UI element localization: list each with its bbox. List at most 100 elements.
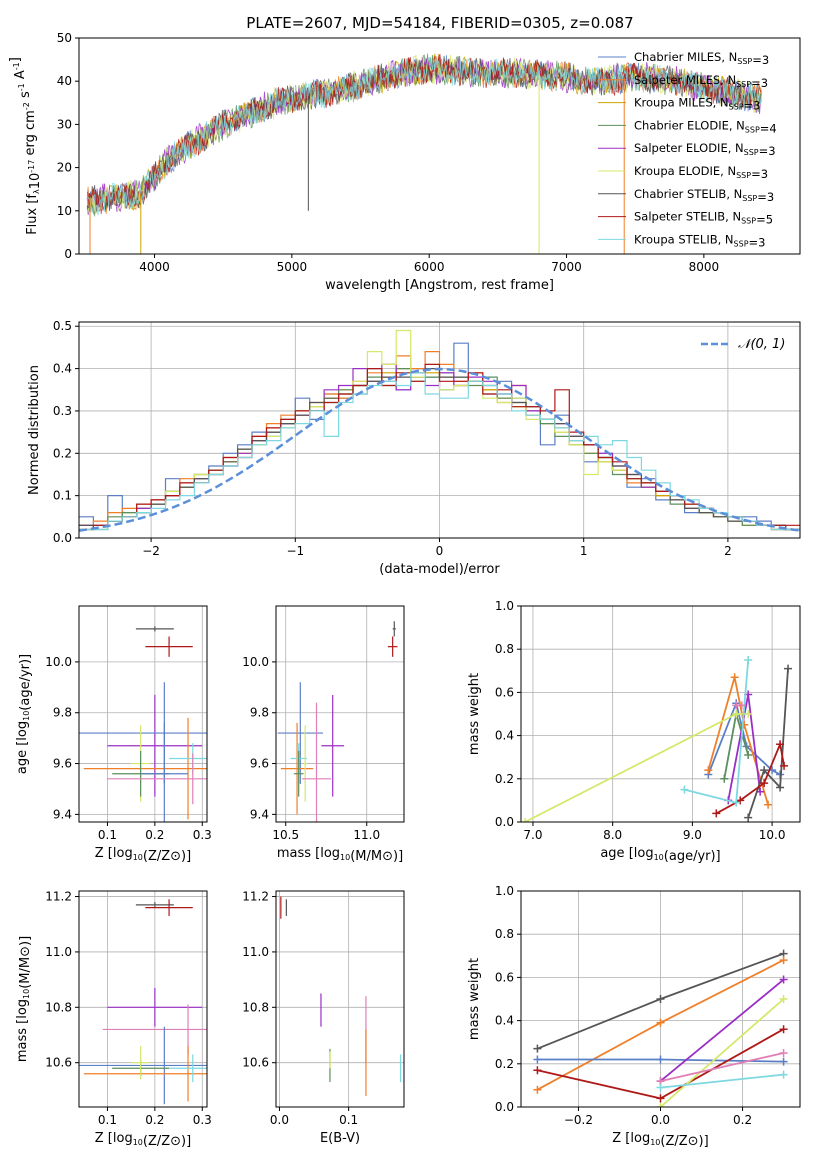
tick-label-x: 4000 [139,260,170,274]
tick-label-y: 0.0 [53,531,72,545]
series-marker [779,975,788,984]
tick-label-y: 0.2 [495,1057,514,1071]
axes-frame [275,605,405,823]
tick-label-y: 10.0 [45,655,72,669]
mass-weight-vs-age-axes: 7.0 8.0 9.0 10.0 0.0 0.2 0.4 0.6 0.8 1.0 age [log1… [467,599,801,864]
legend-entry: Salpeter STELIB, NSSP=5 [634,210,773,227]
tick-label-y: 0.4 [495,1014,514,1028]
tick-label-y: 10.6 [242,1056,269,1070]
tick-label-x: 0.0 [651,1113,670,1127]
tick-label-y: 1.0 [495,884,514,898]
legend-entry: Chabrier STELIB, NSSP=3 [634,187,774,204]
series-marker [521,818,529,822]
series-marker [704,766,713,775]
errorbar-point [145,636,193,657]
series-line-4 [524,713,749,822]
axis-label-y: age [log10(age/yr)] [15,654,33,774]
errorbar-point [79,1026,207,1105]
tick-label-x: −0.2 [564,1113,593,1127]
axes-frame [275,890,405,1108]
tick-label-y: 11.0 [242,945,269,959]
tick-label-x: 1 [580,544,588,558]
errorbar-point [387,636,398,657]
tick-label-x: 0.1 [98,828,117,842]
legend-entry: Kroupa MILES, NSSP=3 [634,96,760,113]
errorbar-point [145,899,193,916]
tick-label-y: 0.2 [495,772,514,786]
tick-label-y: 9.6 [250,757,269,771]
tick-label-y: 0.3 [53,404,72,418]
tick-label-y: 10.8 [242,1000,269,1014]
errorbar-point [321,694,345,797]
series-marker [744,656,753,664]
mass-vs-Z-plot [79,899,207,1105]
tick-label-x: 7000 [551,260,582,274]
axis-label-y: Flux [fλ10-17 erg cm-2 s-1 A-1] [8,57,43,235]
errorbar-point [131,1046,151,1080]
series-line-6 [660,1052,784,1082]
axis-label-y: mass weight [467,673,482,755]
age-vs-mass-plot [277,621,398,822]
tick-label-x: 10.5 [272,828,299,842]
tick-label-y: 20 [57,161,72,175]
tick-label-x: 0 [436,544,444,558]
series-marker [656,1055,665,1064]
tick-label-y: 0.4 [495,729,514,743]
series-marker [744,751,753,760]
tick-label-y: 30 [57,117,72,131]
tick-label-y: 0.2 [53,446,72,460]
series-marker [764,800,773,809]
series-marker [656,995,665,1003]
age-vs-mass-axes: 10.5 11.0 9.4 9.6 9.8 10.0 mass [log10(M/M⊙)] [242,605,405,864]
mass-weight-vs-age-plot [521,656,793,822]
tick-label-x: 0.1 [98,1113,117,1127]
tick-label-x: 0.2 [145,1113,164,1127]
axis-label-x: E(B-V) [320,1131,360,1146]
spectrum-line [86,57,762,215]
axis-label-x: (data-model)/error [379,562,500,577]
axis-label-x: Z [log10(Z/Z⊙)] [95,846,191,864]
legend-entry: Kroupa ELODIE, NSSP=3 [634,164,768,181]
series-marker [779,995,788,1003]
errorbar-point [301,702,332,822]
series-marker [780,761,789,770]
tick-label-x: 11.0 [353,828,380,842]
series-marker [776,783,785,792]
tick-label-y: 0.1 [53,489,72,503]
errorbar-point [135,626,174,632]
series-marker [760,766,769,775]
axis-label-x: Z [log10(Z/Z⊙)] [95,1131,191,1149]
tick-label-x: 6000 [414,260,445,274]
series-marker [779,1057,788,1066]
errorbar-point [303,725,307,802]
axes-frame [78,890,208,1108]
tick-label-y: 9.4 [53,807,72,821]
tick-label-y: 0.6 [495,685,514,699]
errorbar-point [135,902,174,908]
gaussian-legend-label: 𝒩(0, 1) [738,337,785,352]
series-marker [730,673,739,682]
histogram-8 [79,372,800,531]
errorbar-point [140,722,189,822]
mass-weight-vs-Z-plot [533,949,788,1107]
series-marker [533,1055,542,1064]
age-vs-Z-axes: 0.1 0.2 0.3 9.4 9.6 9.8 10.0 Z [log10(Z/Z⊙)] age… [15,605,212,864]
series-line-4 [659,978,785,1082]
series-marker [744,710,753,718]
tick-label-x: 7.0 [523,828,542,842]
series-marker [776,740,785,749]
spectrum-plot [86,53,762,254]
series-marker [720,774,729,783]
tick-label-y: 9.8 [53,706,72,720]
errorbar-point [293,750,304,797]
mass-vs-Z-axes: 0.1 0.2 0.3 10.6 10.8 11.0 11.2 Z [log10(Z/Z⊙)]… [15,890,212,1149]
series-marker [740,720,749,729]
tick-label-x: 0.3 [193,828,212,842]
series-marker [712,809,721,818]
tick-label-y: 10.8 [45,1000,72,1014]
series-line-7 [660,1073,784,1089]
series-marker [533,1085,542,1094]
spectrum-legend: Chabrier MILES, NSSP=3 Salpeter MILES, NS… [598,50,777,249]
mass-weight-vs-Z-axes: −0.2 0.0 0.2 0.0 0.2 0.4 0.6 0.8 1.0 Z [log10(Z/Z… [467,884,801,1149]
